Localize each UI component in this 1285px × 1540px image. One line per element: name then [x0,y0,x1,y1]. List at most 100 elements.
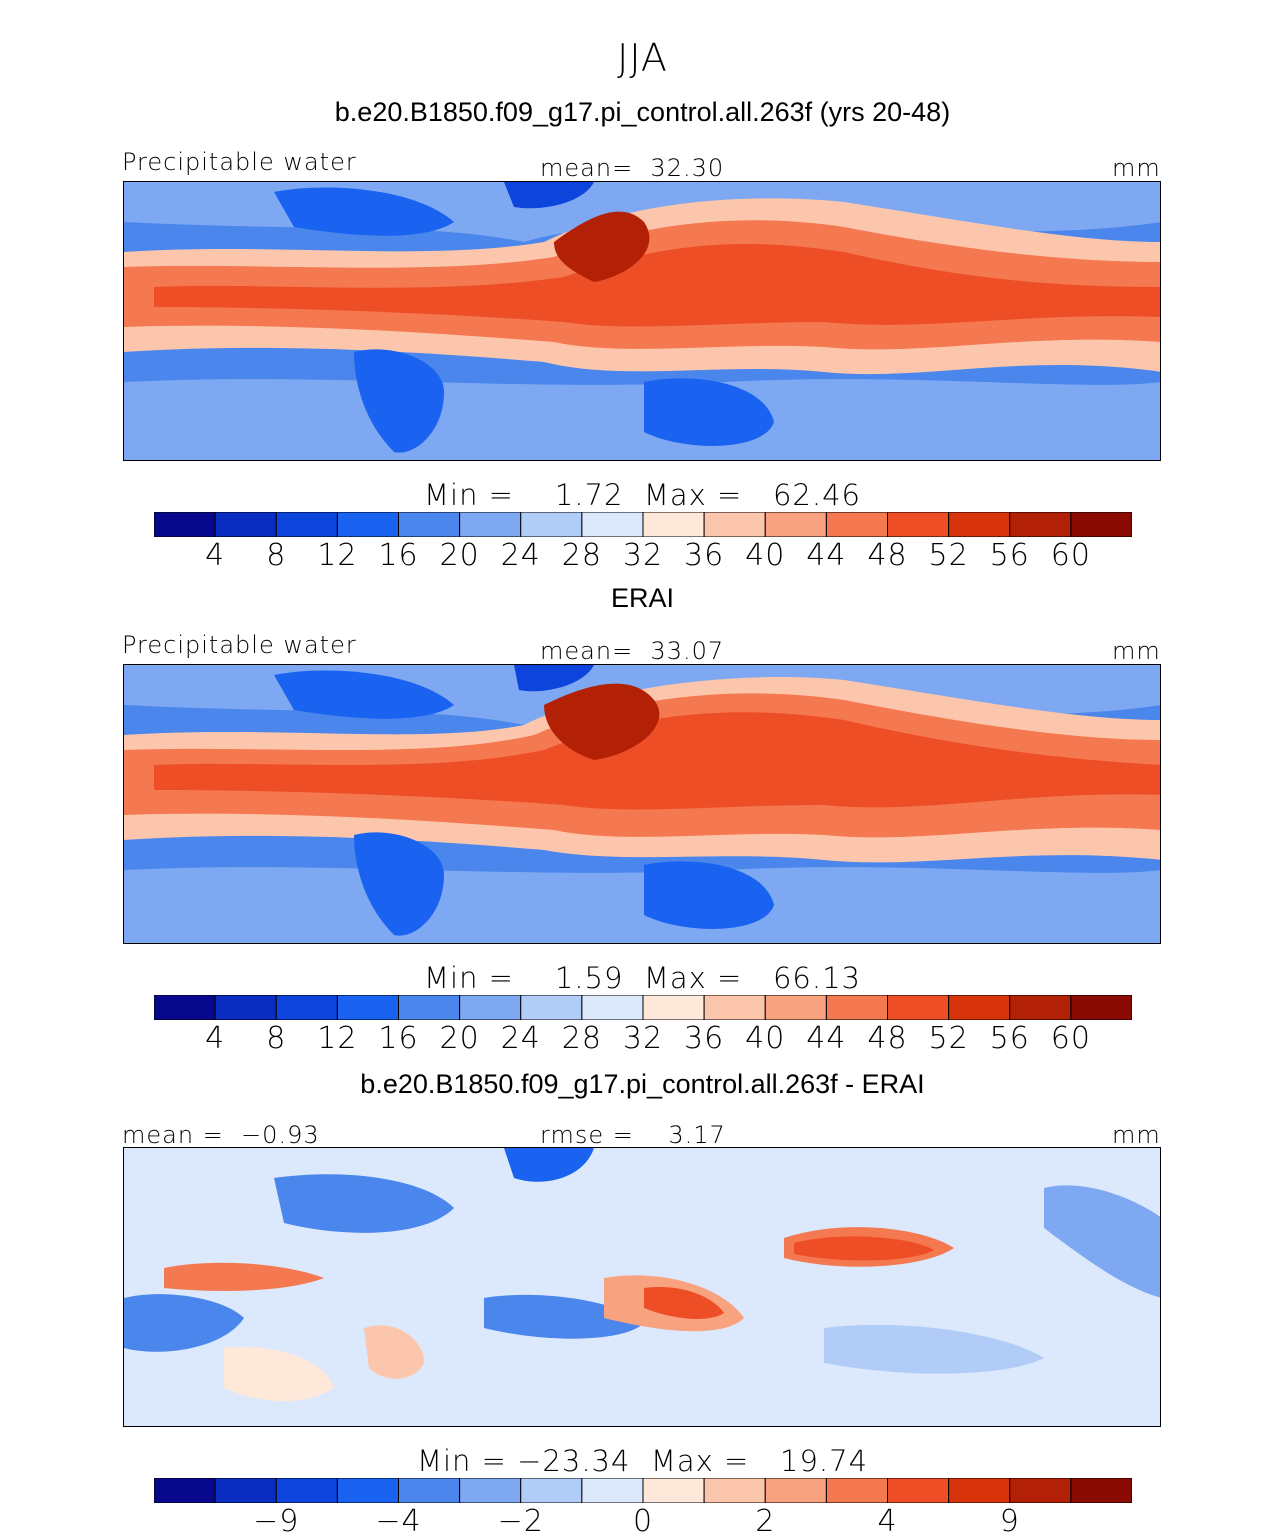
panel-3-colorbar-ticks: −9 −4 −2 0 2 4 9 [154,1504,1132,1539]
colorbar-swatch [336,512,400,537]
colorbar-swatch [214,1478,277,1503]
colorbar-tick-label: 48 [867,538,908,573]
colorbar-swatch [581,1478,644,1503]
colorbar-swatch [459,1478,522,1503]
colorbar-tick-label: 52 [928,538,969,573]
colorbar-swatch [887,1478,950,1503]
colorbar-tick-label: 32 [622,538,664,573]
colorbar-swatch [1070,512,1132,537]
colorbar-swatch [1009,512,1072,537]
colorbar-swatch [887,995,950,1020]
colorbar-tick-label: 28 [561,1021,602,1056]
colorbar-tick-label: 56 [989,538,1030,573]
colorbar-swatch [887,512,950,537]
colorbar-swatch [459,995,522,1020]
colorbar-swatch [520,1478,583,1503]
colorbar-tick-label: 40 [745,538,786,573]
colorbar-swatch [703,995,766,1020]
panel-2-minmax: Min = 1.59 Max = 66.13 [423,961,861,995]
colorbar-swatch [948,512,1011,537]
colorbar-swatch [764,512,827,537]
panel-1-field [124,182,1160,460]
colorbar-tick-label: 60 [1050,538,1091,573]
colorbar-swatch [214,512,277,537]
colorbar-tick-label: 28 [561,538,602,573]
colorbar-swatch [948,995,1011,1020]
panel-3-units-label: mm [1112,1121,1161,1149]
colorbar-swatch [275,512,338,537]
colorbar-tick-label: 36 [684,538,725,573]
colorbar-swatch [336,1478,400,1503]
colorbar-tick-label: 8 [266,538,287,573]
colorbar-tick-label: 56 [989,1021,1030,1056]
panel-2-colorbar [154,995,1132,1020]
panel-2-mean-label: mean= 33.07 [540,637,725,665]
colorbar-swatch [703,1478,766,1503]
colorbar-tick-label: −2 [497,1504,544,1539]
colorbar-tick-label: 20 [439,538,480,573]
colorbar-swatch [154,995,216,1020]
panel-2-variable-label: Precipitable water [122,631,357,659]
colorbar-swatch [703,512,766,537]
colorbar-swatch [154,1478,216,1503]
panel-1-colorbar [154,512,1132,537]
colorbar-tick-label: 8 [266,1021,287,1056]
panel-1-mean-label: mean= 32.30 [540,154,725,182]
colorbar-swatch [642,512,705,537]
panel-3-minmax: Min = −23.34 Max = 19.74 [416,1444,869,1478]
figure-title: JJA [617,36,668,80]
panel-2-field [124,665,1160,943]
colorbar-swatch [214,995,277,1020]
colorbar-swatch [948,1478,1011,1503]
colorbar-swatch [398,1478,461,1503]
colorbar-swatch [1009,995,1072,1020]
colorbar-swatch [520,512,583,537]
colorbar-tick-label: 12 [317,1021,358,1056]
colorbar-swatch [154,512,216,537]
colorbar-swatch [1009,1478,1072,1503]
panel-2-map [123,664,1161,944]
colorbar-tick-label: 44 [806,1021,847,1056]
panel-1-map [123,181,1161,461]
colorbar-swatch [581,995,644,1020]
colorbar-tick-label: 60 [1050,1021,1091,1056]
colorbar-swatch [1070,1478,1132,1503]
colorbar-tick-label: 4 [877,1504,898,1539]
panel-1-variable-label: Precipitable water [122,148,357,176]
colorbar-tick-label: 44 [806,538,847,573]
colorbar-swatch [642,1478,705,1503]
panel-2-title: ERAI [610,583,675,613]
panel-3-title: b.e20.B1850.f09_g17.pi_control.all.263f … [360,1069,925,1099]
colorbar-swatch [825,512,889,537]
panel-3-colorbar [154,1478,1132,1503]
colorbar-tick-label: 0 [632,1504,654,1539]
colorbar-tick-label: 40 [745,1021,786,1056]
colorbar-tick-label: 20 [439,1021,480,1056]
panel-3-mean-label: mean = −0.93 [122,1121,320,1149]
colorbar-swatch [336,995,400,1020]
colorbar-tick-label: 32 [622,1021,664,1056]
panel-1-colorbar-ticks: 4 8 12 16 20 24 28 32 36 40 44 48 52 56 60 [154,538,1132,573]
colorbar-tick-label: 16 [378,538,419,573]
panel-3-rmse-label: rmse = 3.17 [540,1121,726,1149]
colorbar-swatch [825,1478,889,1503]
colorbar-tick-label: 48 [867,1021,908,1056]
colorbar-swatch [275,1478,338,1503]
panel-1-title: b.e20.B1850.f09_g17.pi_control.all.263f … [334,97,951,127]
colorbar-tick-label: 4 [205,1021,226,1056]
colorbar-swatch [581,512,644,537]
colorbar-swatch [398,995,461,1020]
colorbar-swatch [520,995,583,1020]
colorbar-tick-label: 24 [500,1021,541,1056]
colorbar-tick-label: 2 [755,1504,776,1539]
colorbar-tick-label: 24 [500,538,541,573]
panel-1-minmax: Min = 1.72 Max = 62.46 [423,478,861,512]
colorbar-swatch [275,995,338,1020]
colorbar-tick-label: −9 [253,1504,300,1539]
colorbar-swatch [825,995,889,1020]
colorbar-tick-label: 36 [684,1021,725,1056]
colorbar-tick-label: 9 [999,1504,1020,1539]
colorbar-tick-label: −4 [375,1504,422,1539]
panel-2-colorbar-ticks: 4 8 12 16 20 24 28 32 36 40 44 48 52 56 60 [154,1021,1132,1056]
panel-3-map [123,1147,1161,1427]
